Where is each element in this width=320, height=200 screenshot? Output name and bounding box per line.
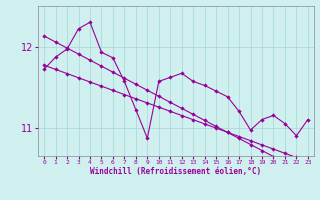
X-axis label: Windchill (Refroidissement éolien,°C): Windchill (Refroidissement éolien,°C)	[91, 167, 261, 176]
